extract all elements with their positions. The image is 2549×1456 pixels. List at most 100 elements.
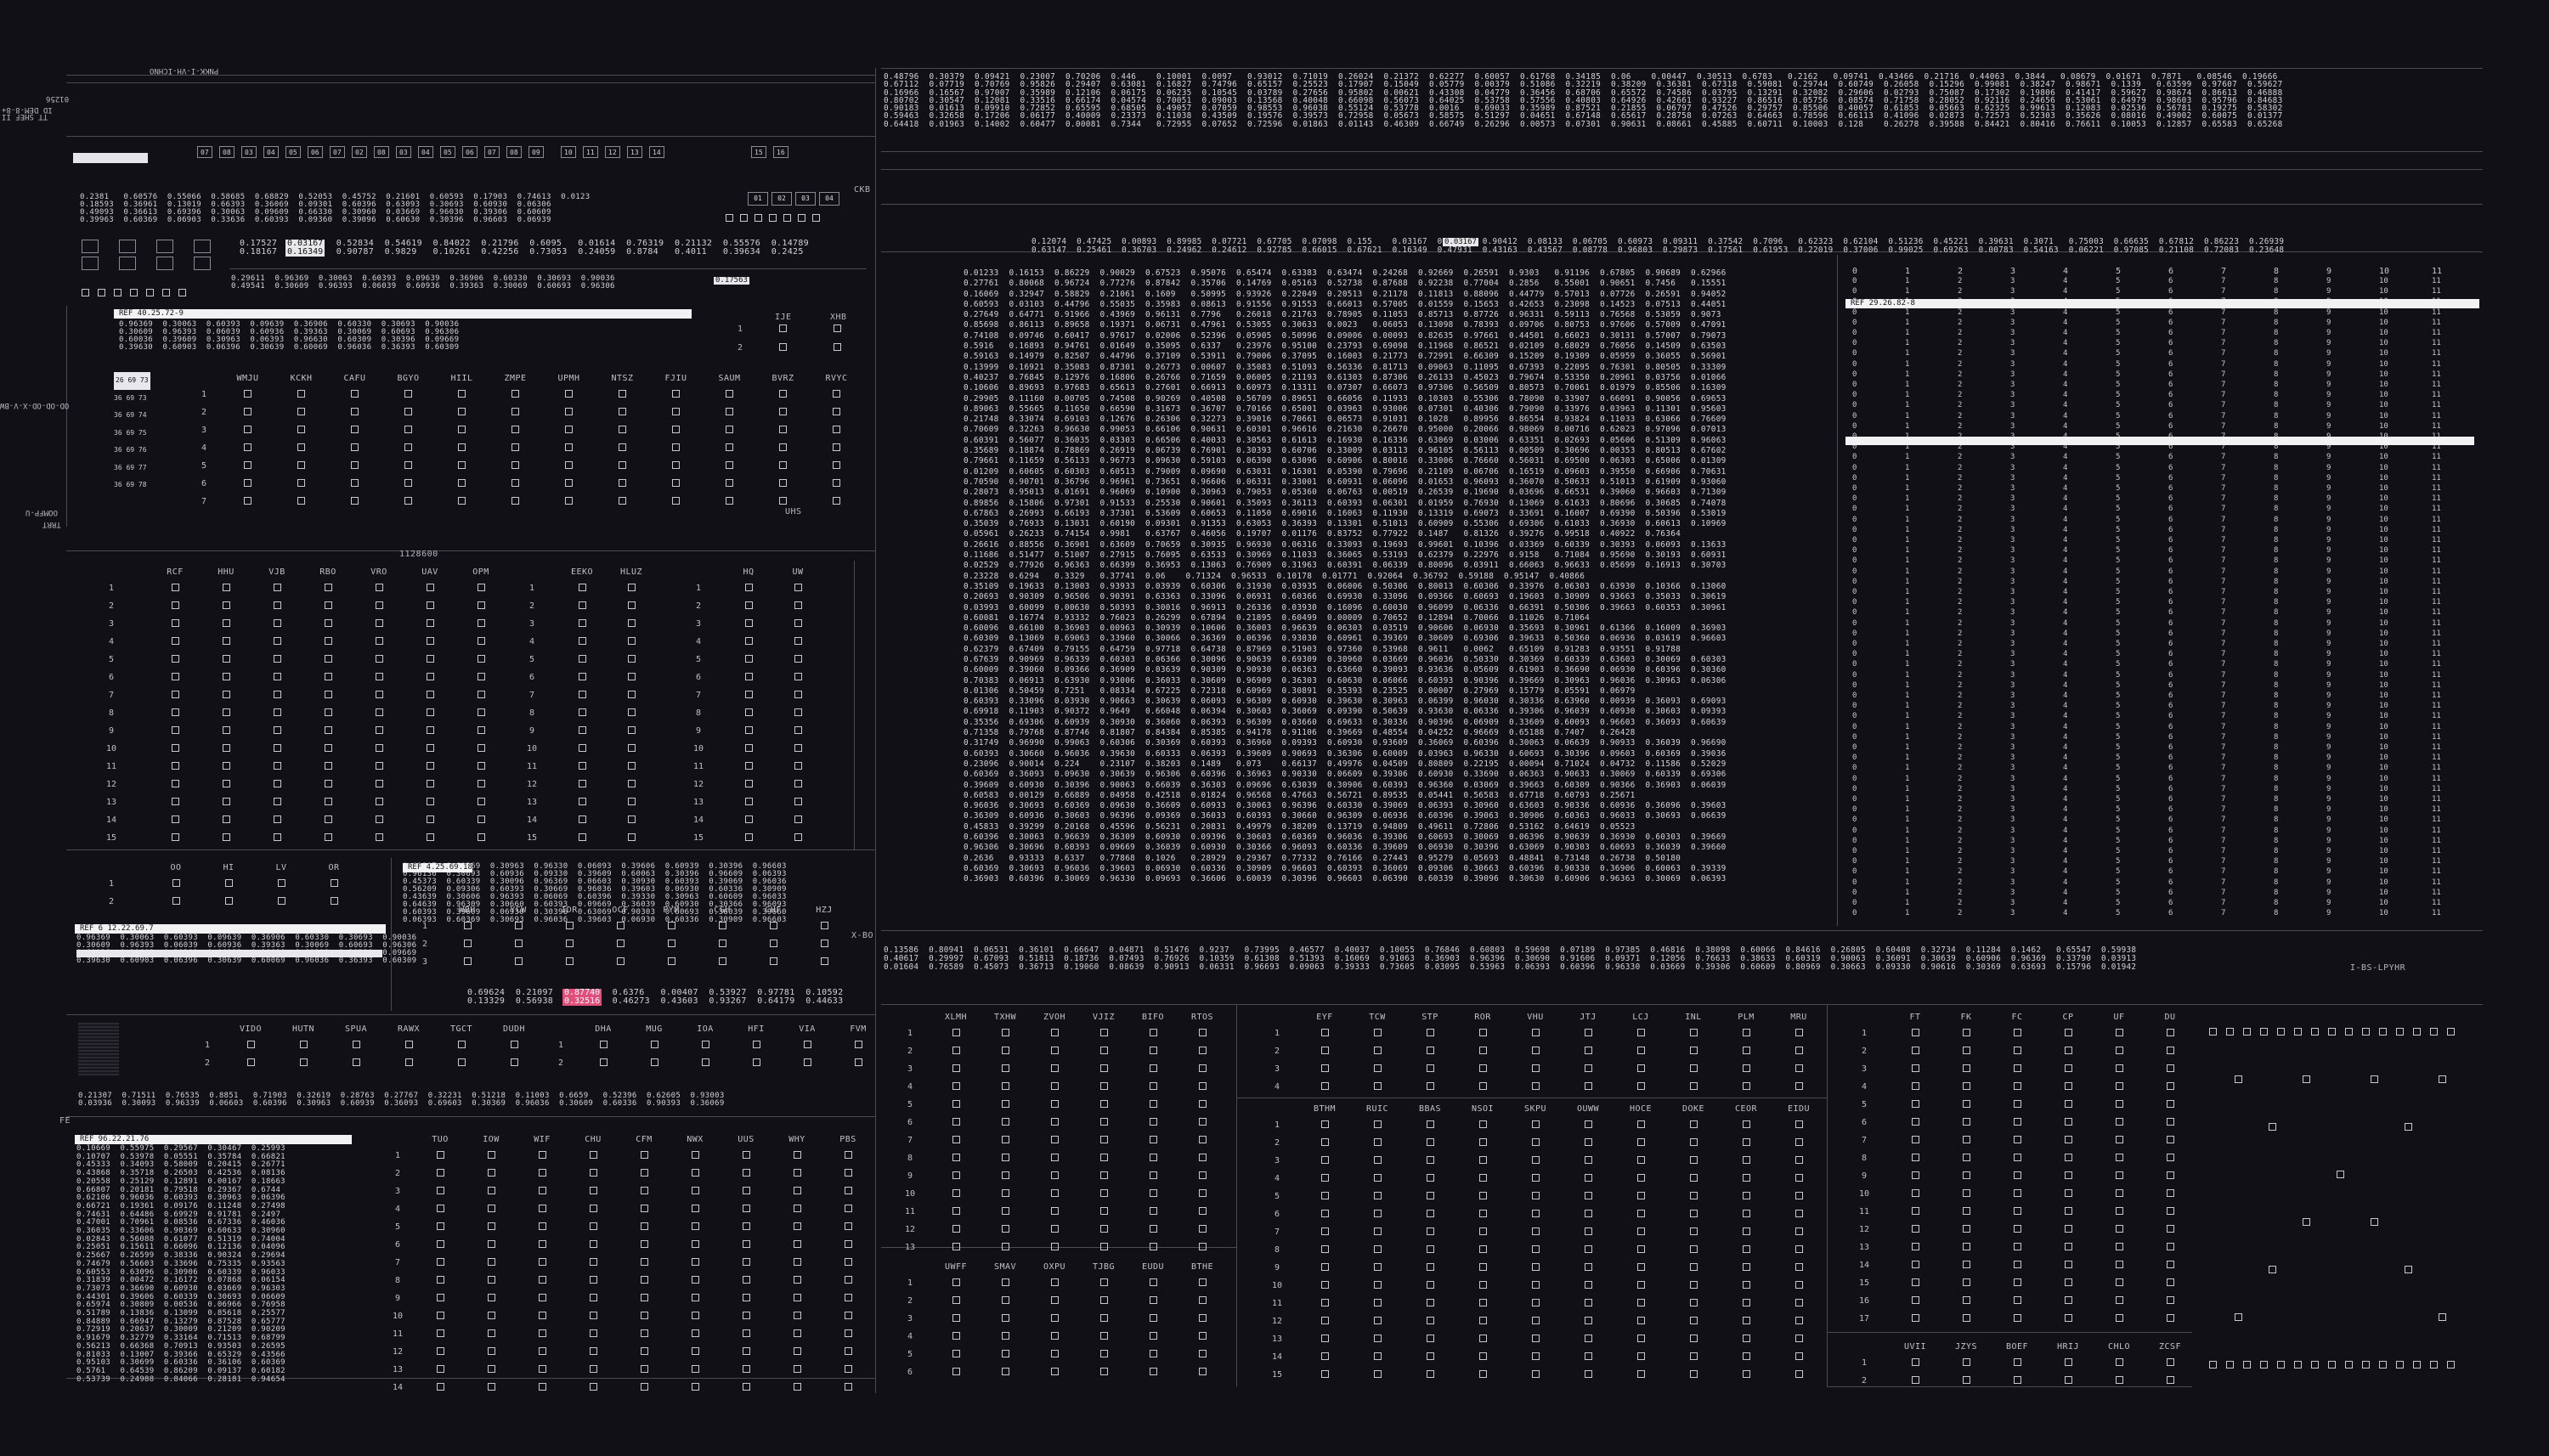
top-tab-16[interactable]: 10 xyxy=(561,146,576,158)
cell-checkbox[interactable] xyxy=(404,496,412,505)
cell-checkbox[interactable] xyxy=(2166,1099,2174,1108)
stepper-box-4[interactable] xyxy=(82,257,99,270)
cell-checkbox[interactable] xyxy=(640,1311,648,1319)
cell-checkbox[interactable] xyxy=(1050,1099,1059,1108)
cell-checkbox[interactable] xyxy=(769,939,777,947)
cell-checkbox[interactable] xyxy=(627,815,636,823)
cell-checkbox[interactable] xyxy=(672,496,680,505)
top-checkbox-5[interactable] xyxy=(798,214,805,222)
cell-checkbox[interactable] xyxy=(1794,1369,1803,1378)
cell-checkbox[interactable] xyxy=(793,1364,801,1373)
cell-checkbox[interactable] xyxy=(794,779,802,787)
scatter-checkbox[interactable] xyxy=(2345,1361,2353,1369)
cell-checkbox[interactable] xyxy=(1911,1117,1919,1126)
cell-checkbox[interactable] xyxy=(691,1168,699,1177)
cell-checkbox[interactable] xyxy=(404,425,412,433)
cell-checkbox[interactable] xyxy=(1531,1120,1540,1128)
cell-checkbox[interactable] xyxy=(538,1186,546,1194)
cell-checkbox[interactable] xyxy=(171,797,179,805)
cell-checkbox[interactable] xyxy=(844,1239,852,1248)
cell-checkbox[interactable] xyxy=(2166,1081,2174,1090)
cell-checkbox[interactable] xyxy=(477,690,485,698)
cell-checkbox[interactable] xyxy=(1001,1349,1009,1357)
stepper-box-7[interactable] xyxy=(194,257,211,270)
cell-checkbox[interactable] xyxy=(672,478,680,487)
cell-checkbox[interactable] xyxy=(2166,1313,2174,1322)
cell-checkbox[interactable] xyxy=(1373,1262,1382,1271)
cell-checkbox[interactable] xyxy=(1478,1137,1487,1146)
cell-checkbox[interactable] xyxy=(538,1329,546,1337)
cell-checkbox[interactable] xyxy=(1099,1331,1108,1340)
cell-checkbox[interactable] xyxy=(1149,1099,1157,1108)
scatter-checkbox[interactable] xyxy=(2371,1075,2378,1083)
cell-checkbox[interactable] xyxy=(426,815,434,823)
cell-checkbox[interactable] xyxy=(487,1329,495,1337)
cell-checkbox[interactable] xyxy=(640,1204,648,1212)
cell-checkbox[interactable] xyxy=(793,1311,801,1319)
cell-checkbox[interactable] xyxy=(742,1150,750,1159)
cell-checkbox[interactable] xyxy=(1373,1120,1382,1128)
cell-checkbox[interactable] xyxy=(1198,1153,1207,1161)
cell-checkbox[interactable] xyxy=(1584,1137,1592,1146)
cell-checkbox[interactable] xyxy=(742,1382,750,1391)
cell-checkbox[interactable] xyxy=(538,1257,546,1266)
cell-checkbox[interactable] xyxy=(2013,1064,2021,1072)
cell-checkbox[interactable] xyxy=(1149,1081,1157,1090)
cell-checkbox[interactable] xyxy=(952,1046,960,1054)
cell-checkbox[interactable] xyxy=(1320,1298,1329,1306)
cell-checkbox[interactable] xyxy=(2166,1028,2174,1036)
cell-checkbox[interactable] xyxy=(273,797,281,805)
cell-checkbox[interactable] xyxy=(793,1329,801,1337)
cell-checkbox[interactable] xyxy=(1099,1367,1108,1375)
cell-checkbox[interactable] xyxy=(426,779,434,787)
cell-checkbox[interactable] xyxy=(820,921,828,929)
scatter-checkbox[interactable] xyxy=(2277,1028,2285,1036)
cell-checkbox[interactable] xyxy=(1794,1209,1803,1217)
cell-checkbox[interactable] xyxy=(1149,1046,1157,1054)
cell-checkbox[interactable] xyxy=(1584,1280,1592,1289)
cell-checkbox[interactable] xyxy=(1373,1028,1382,1036)
cell-checkbox[interactable] xyxy=(833,407,840,415)
cell-checkbox[interactable] xyxy=(627,797,636,805)
cell-checkbox[interactable] xyxy=(1742,1120,1750,1128)
cell-checkbox[interactable] xyxy=(794,797,802,805)
cell-checkbox[interactable] xyxy=(487,1275,495,1284)
cell-checkbox[interactable] xyxy=(1149,1117,1157,1126)
cell-checkbox[interactable] xyxy=(477,797,485,805)
cell-checkbox[interactable] xyxy=(511,478,519,487)
cell-checkbox[interactable] xyxy=(426,708,434,716)
left-checkbox-6[interactable] xyxy=(178,289,186,296)
index-selected-row[interactable] xyxy=(1845,437,2474,445)
cell-checkbox[interactable] xyxy=(589,1204,597,1212)
cell-checkbox[interactable] xyxy=(1426,1081,1434,1090)
cell-checkbox[interactable] xyxy=(2064,1206,2072,1215)
cell-checkbox[interactable] xyxy=(1001,1206,1009,1215)
cell-checkbox[interactable] xyxy=(1689,1352,1698,1360)
cell-checkbox[interactable] xyxy=(1198,1028,1207,1036)
cell-checkbox[interactable] xyxy=(794,601,802,609)
cell-checkbox[interactable] xyxy=(1320,1081,1329,1090)
cell-checkbox[interactable] xyxy=(171,832,179,841)
cell-checkbox[interactable] xyxy=(1531,1028,1540,1036)
cell-checkbox[interactable] xyxy=(2115,1188,2123,1197)
cell-checkbox[interactable] xyxy=(1478,1227,1487,1235)
cell-checkbox[interactable] xyxy=(404,1040,413,1048)
cell-checkbox[interactable] xyxy=(1584,1369,1592,1378)
cell-checkbox[interactable] xyxy=(222,797,230,805)
cell-checkbox[interactable] xyxy=(1478,1155,1487,1164)
cell-checkbox[interactable] xyxy=(1531,1173,1540,1182)
cell-checkbox[interactable] xyxy=(793,1382,801,1391)
cell-checkbox[interactable] xyxy=(222,743,230,752)
cell-checkbox[interactable] xyxy=(1584,1064,1592,1072)
cell-checkbox[interactable] xyxy=(477,583,485,591)
cell-checkbox[interactable] xyxy=(1794,1064,1803,1072)
cell-checkbox[interactable] xyxy=(487,1204,495,1212)
cell-checkbox[interactable] xyxy=(1531,1064,1540,1072)
cell-checkbox[interactable] xyxy=(487,1186,495,1194)
cell-checkbox[interactable] xyxy=(324,672,332,680)
cell-checkbox[interactable] xyxy=(1149,1295,1157,1304)
cell-checkbox[interactable] xyxy=(1099,1081,1108,1090)
cell-checkbox[interactable] xyxy=(1636,1280,1645,1289)
scatter-checkbox[interactable] xyxy=(2328,1361,2336,1369)
cell-checkbox[interactable] xyxy=(793,1222,801,1230)
